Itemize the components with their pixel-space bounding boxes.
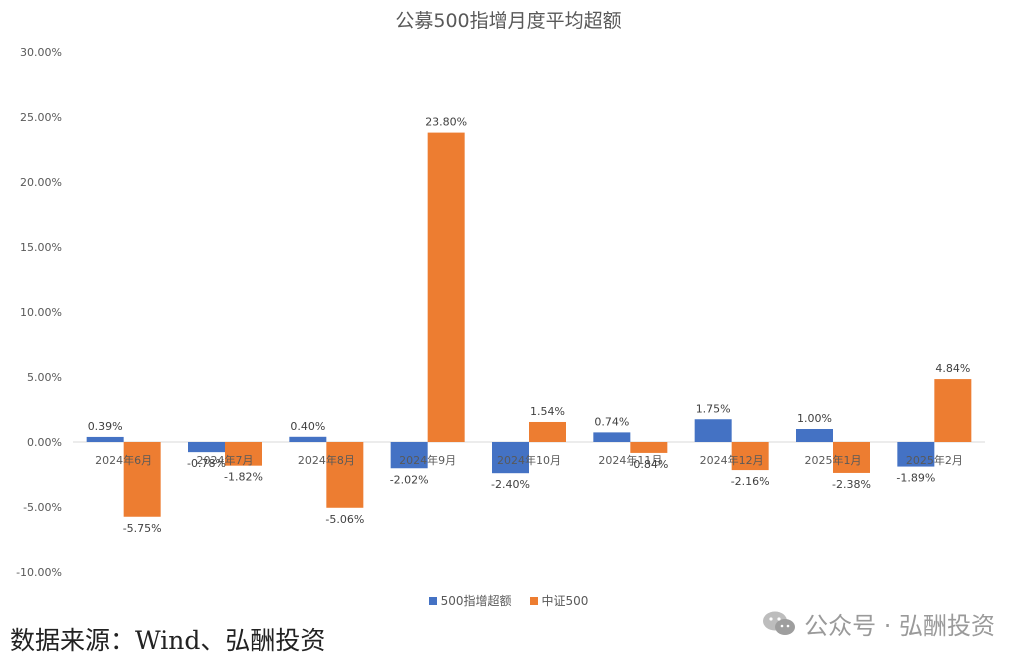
legend-swatch-series-2 [529,596,538,605]
legend-label-series-1: 500指增超额 [440,594,512,608]
bar-series-1 [694,419,732,442]
bar-series-2 [731,442,769,471]
y-tick-label: -5.00% [23,501,62,514]
x-tick-label: 2024年7月 [197,453,254,467]
bar-series-2 [225,442,262,466]
data-label: 0.40% [290,420,325,433]
data-label: -0.84% [629,458,668,471]
data-labels: 0.39% -5.75% -0.78%-1.82% 0.40% -5.06% -2.02%… [88,116,971,535]
wechat-icon [763,611,796,635]
data-label: 1.54% [530,405,565,418]
data-label: -2.38% [832,478,871,491]
data-label: -5.75% [123,522,162,535]
y-tick-label: -10.00% [16,566,62,579]
data-label: -5.06% [325,513,364,526]
bar-series-2 [427,132,465,442]
legend-label-series-2: 中证500 [541,594,589,608]
y-tick-label: 10.00% [20,306,62,319]
y-axis: 30.00% 25.00% 20.00% 15.00% 10.00% 5.00% 0.00%… [16,46,62,579]
wechat-watermark: 公众号 · 弘酬投资 [762,606,995,641]
legend-item-series-1: 500指增超额 [428,592,512,609]
x-tick-label: 2024年12月 [700,453,764,467]
bar-series-1 [86,436,124,442]
bar-series-2 [529,421,566,442]
legend: 500指增超额 中证500 [0,592,1017,609]
legend-swatch-series-1 [428,596,437,605]
data-label: 1.00% [797,412,832,425]
legend-item-series-2: 中证500 [529,592,589,609]
data-label: -1.82% [224,471,263,484]
bar-series-1 [289,436,327,442]
y-tick-label: 5.00% [27,371,62,384]
y-tick-label: 20.00% [20,176,62,189]
bar-series-1 [188,442,225,453]
data-label: 23.80% [425,116,467,129]
bar-series-2 [326,442,364,508]
x-tick-label: 2024年11月 [598,453,662,467]
data-label: -0.78% [187,457,226,470]
y-tick-label: 15.00% [20,241,62,254]
data-label: 0.74% [594,415,629,428]
bar-series-1 [897,442,935,467]
data-label: -1.89% [896,472,935,485]
x-tick-label: 2024年8月 [298,453,355,467]
data-label: -2.02% [390,473,429,486]
y-tick-label: 25.00% [20,111,62,124]
bar-series-2 [630,442,668,453]
bar-series-1 [593,432,631,442]
bar-series-1 [492,442,529,474]
x-tick-label: 2025年1月 [805,453,862,467]
y-tick-label: 30.00% [20,46,62,59]
bar-series-1 [796,429,833,442]
data-label: 0.39% [88,420,123,433]
bar-series-2 [123,442,161,517]
data-source-note: 数据来源：Wind、弘酬投资 [10,626,326,655]
x-axis-labels: 2024年6月 2024年7月 2024年8月 2024年9月 2024年10月 2024… [95,453,963,467]
data-label: -2.16% [731,475,770,488]
x-tick-label: 2024年10月 [497,453,561,467]
bar-series-2 [833,442,870,473]
chart-title: 公募500指增月度平均超额 [395,10,622,32]
y-tick-label: 0.00% [27,436,62,449]
x-tick-label: 2024年6月 [95,453,152,467]
data-label: -2.40% [491,478,530,491]
data-label: 4.84% [935,362,970,375]
x-tick-label: 2024年9月 [399,453,456,467]
watermark-text: 公众号 · 弘酬投资 [804,612,995,640]
data-label: 1.75% [696,402,731,415]
bars [86,132,972,517]
bar-series-2 [934,379,972,442]
bar-series-1 [390,442,428,469]
x-tick-label: 2025年2月 [906,453,963,467]
